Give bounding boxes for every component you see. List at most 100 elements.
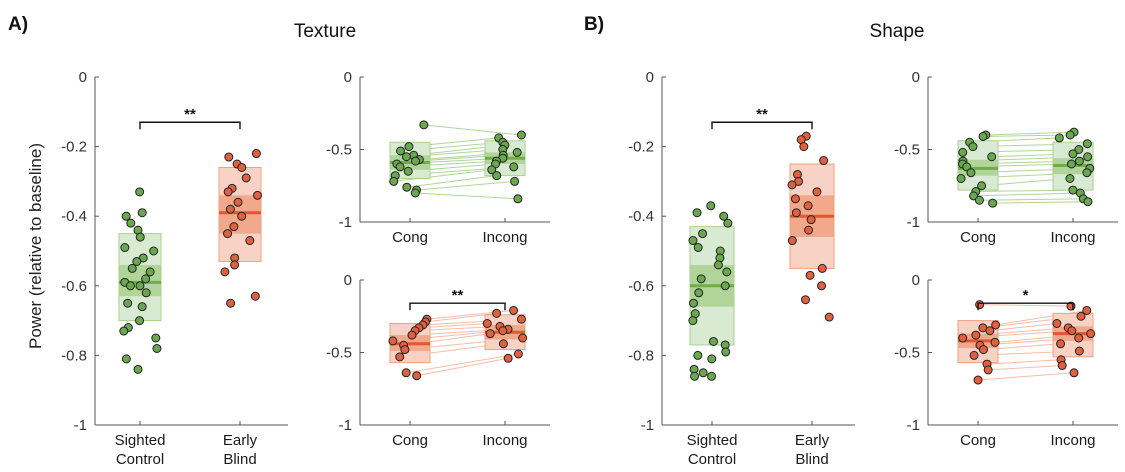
data-point	[513, 349, 523, 359]
data-point	[1067, 326, 1077, 336]
chart-B-top: 0 -0.5 -1 Cong Incong	[894, 69, 1118, 246]
panel-b: B) Shape	[584, 14, 924, 42]
data-point	[987, 152, 997, 162]
paired-line	[423, 124, 522, 136]
y-tick-label: -1	[641, 417, 654, 434]
data-point	[135, 281, 145, 291]
y-tick-label: -0.4	[61, 208, 87, 225]
data-point	[787, 236, 797, 246]
data-point	[698, 368, 708, 378]
data-point	[1065, 174, 1075, 183]
y-tick-label: -0.6	[61, 278, 87, 295]
data-point	[510, 176, 520, 186]
data-point	[801, 295, 811, 305]
data-point	[969, 191, 979, 201]
y-tick-label: -0.5	[894, 142, 920, 159]
x-category-label: Early	[795, 432, 830, 449]
x-category-label: Blind	[795, 451, 828, 468]
x-category-label: Incong	[482, 229, 527, 246]
data-point	[404, 142, 414, 152]
y-tick-label: -1	[907, 214, 920, 231]
data-point	[137, 302, 147, 312]
significance-bracket	[711, 121, 813, 130]
data-point	[817, 263, 827, 273]
data-point	[1076, 311, 1086, 321]
paired-line	[415, 192, 518, 200]
data-point	[787, 180, 797, 190]
data-point	[803, 201, 813, 211]
significance-bracket	[139, 121, 241, 130]
data-point	[1054, 133, 1064, 143]
data-point	[400, 345, 410, 355]
paired-line	[985, 131, 1075, 136]
paired-line	[416, 180, 515, 191]
y-tick-label: -1	[339, 214, 352, 231]
data-point	[226, 298, 236, 308]
data-point	[223, 187, 233, 197]
data-point	[412, 371, 422, 381]
data-point	[696, 274, 706, 284]
x-category-label: Cong	[960, 229, 996, 246]
data-point	[966, 168, 976, 178]
data-point	[804, 225, 814, 235]
data-point	[1082, 305, 1092, 315]
data-point	[1068, 185, 1078, 195]
data-point	[708, 336, 718, 346]
data-point	[119, 326, 129, 336]
data-point	[120, 243, 130, 253]
x-category-label: Control	[116, 451, 164, 468]
panel-a-title: Texture	[294, 21, 356, 42]
y-tick-label: -0.6	[628, 278, 654, 295]
data-point	[991, 320, 1001, 330]
data-point	[419, 120, 429, 130]
y-tick-label: 0	[646, 69, 654, 86]
data-point	[141, 274, 151, 284]
chart-A-top: 0 -0.5 -1 Cong Incong	[326, 69, 550, 246]
data-point	[1068, 149, 1078, 159]
panel-a: A) Texture	[8, 14, 356, 42]
paired-line	[992, 201, 1088, 204]
data-point	[135, 187, 145, 197]
chart-B-main: 0 -0.2 -0.4 -0.6 -0.8 -1 Sighted Control Early Bl…	[628, 69, 855, 468]
y-tick-label: -0.2	[61, 139, 87, 156]
data-point	[978, 131, 988, 141]
x-category-label: Sighted	[115, 432, 166, 449]
y-tick-label: -1	[339, 417, 352, 434]
paired-line	[393, 169, 492, 182]
data-point	[973, 375, 983, 385]
data-point	[1057, 361, 1067, 371]
data-point	[402, 182, 412, 192]
data-point	[245, 236, 255, 246]
data-point	[498, 326, 508, 336]
data-point	[969, 350, 979, 360]
significance-stars: *	[1023, 287, 1029, 304]
data-point	[485, 329, 495, 339]
y-tick-label: 0	[344, 69, 352, 86]
y-tick-label: -0.2	[628, 139, 654, 156]
y-tick-label: 0	[344, 272, 352, 289]
data-point	[512, 147, 522, 157]
data-point	[698, 229, 708, 239]
data-point	[389, 176, 399, 186]
paired-line	[979, 198, 1084, 201]
data-point	[824, 312, 834, 322]
data-point	[410, 188, 420, 198]
data-point	[516, 314, 526, 324]
y-tick-label: 0	[912, 69, 920, 86]
data-point	[985, 326, 995, 336]
data-point	[516, 130, 526, 140]
x-category-label: Incong	[1050, 229, 1095, 246]
data-point	[721, 347, 731, 357]
paired-line	[406, 353, 519, 374]
data-point	[1052, 319, 1062, 328]
y-tick-label: 0	[912, 272, 920, 289]
data-point	[126, 218, 136, 228]
data-point	[812, 187, 822, 197]
data-point	[1074, 333, 1084, 343]
x-category-label: Early	[223, 432, 258, 449]
data-point	[692, 208, 702, 218]
data-point	[401, 368, 411, 378]
x-category-label: Cong	[392, 432, 428, 449]
data-point	[707, 354, 717, 364]
data-point	[518, 333, 528, 343]
